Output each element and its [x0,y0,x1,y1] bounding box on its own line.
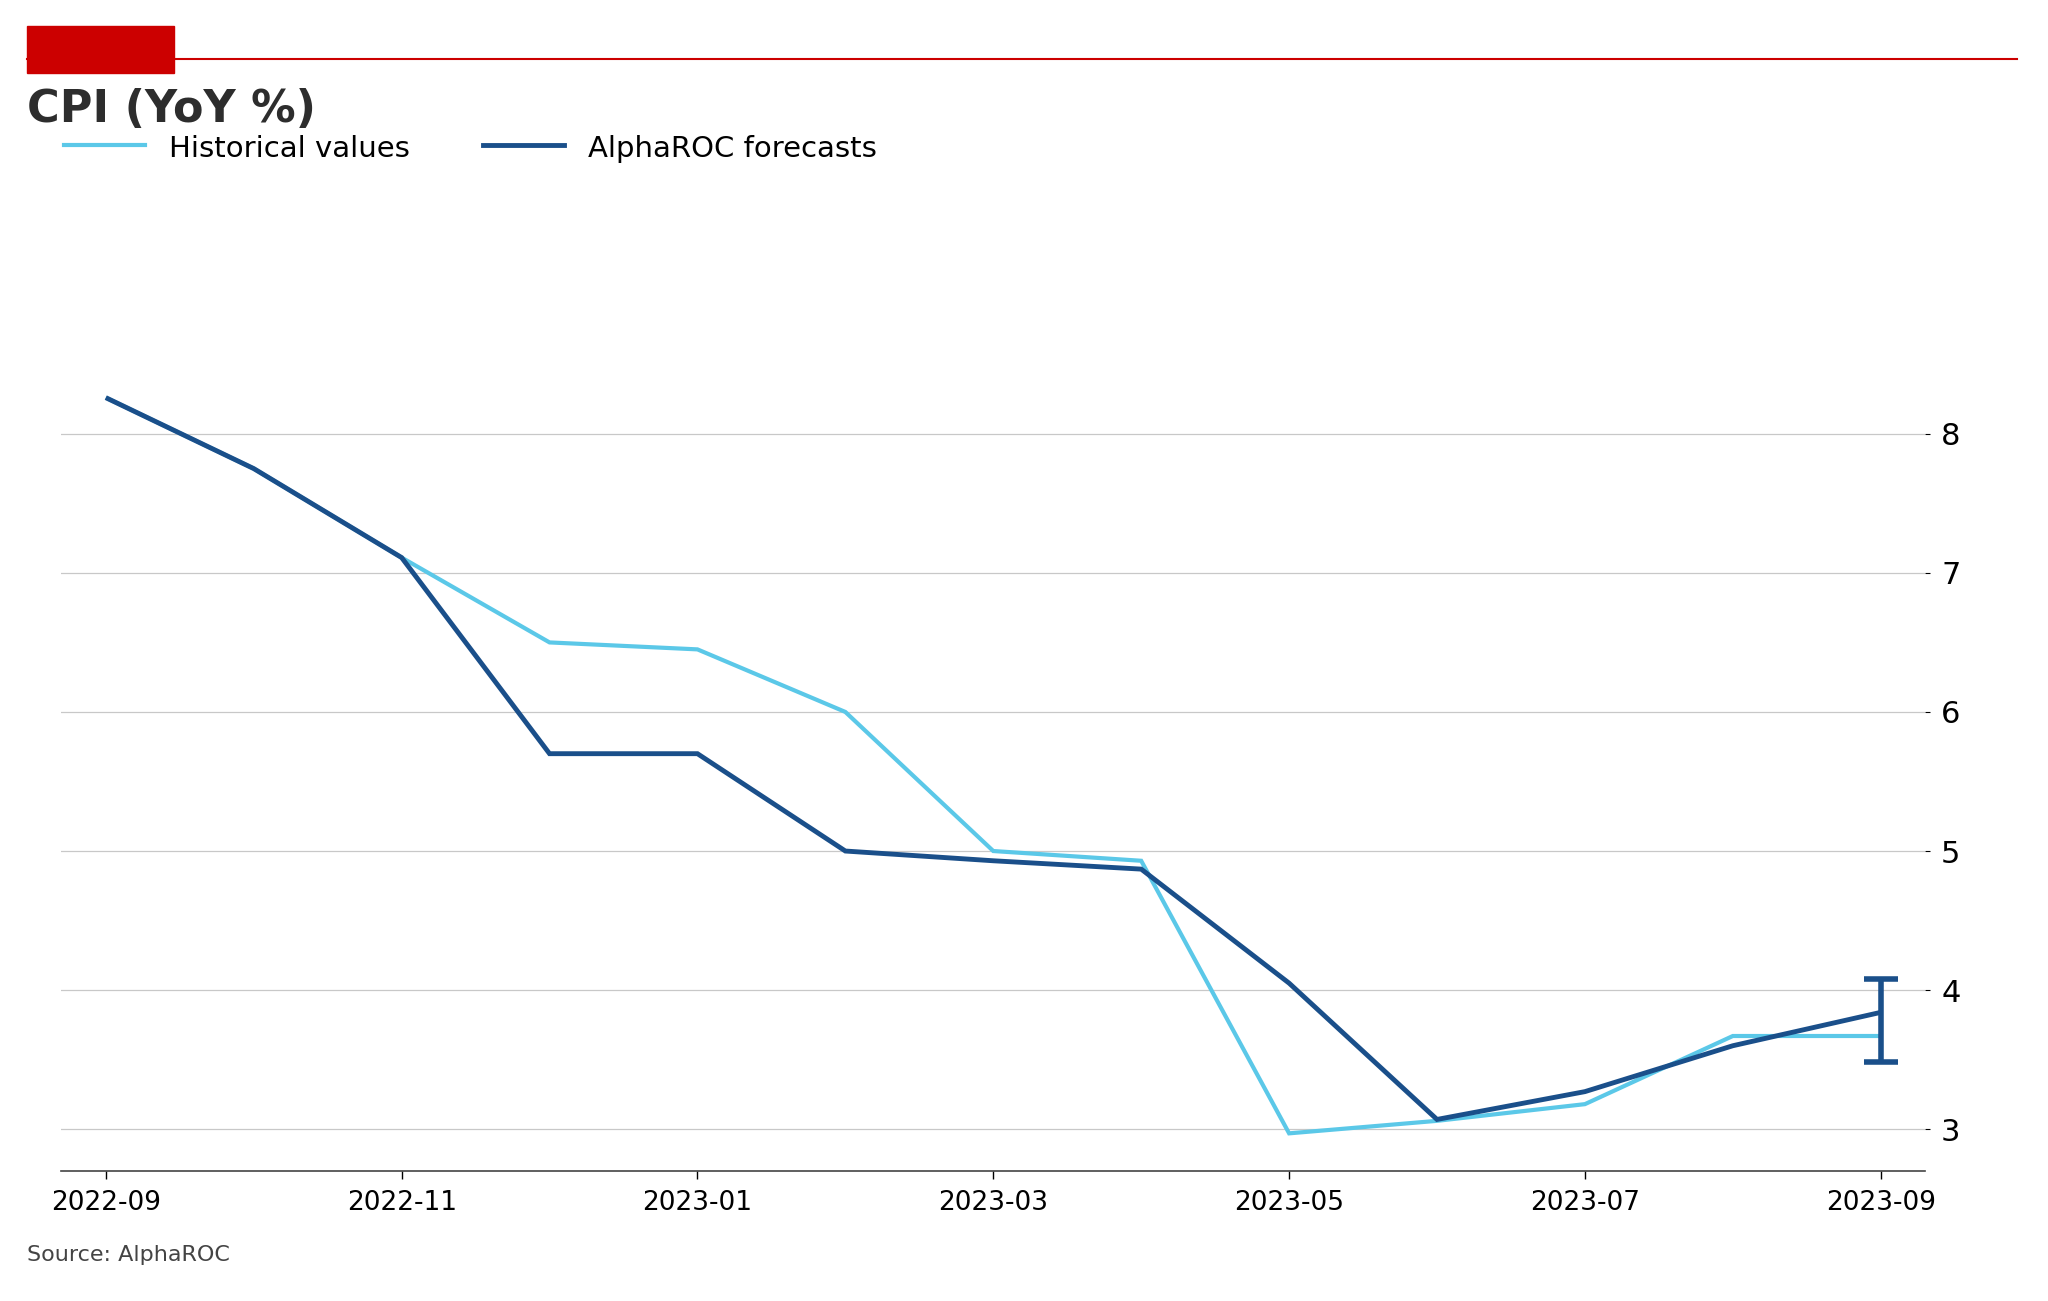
Legend: Historical values, AlphaROC forecasts: Historical values, AlphaROC forecasts [51,122,889,174]
Text: Source: AlphaROC: Source: AlphaROC [27,1245,229,1265]
Text: CPI (YoY %): CPI (YoY %) [27,88,315,131]
